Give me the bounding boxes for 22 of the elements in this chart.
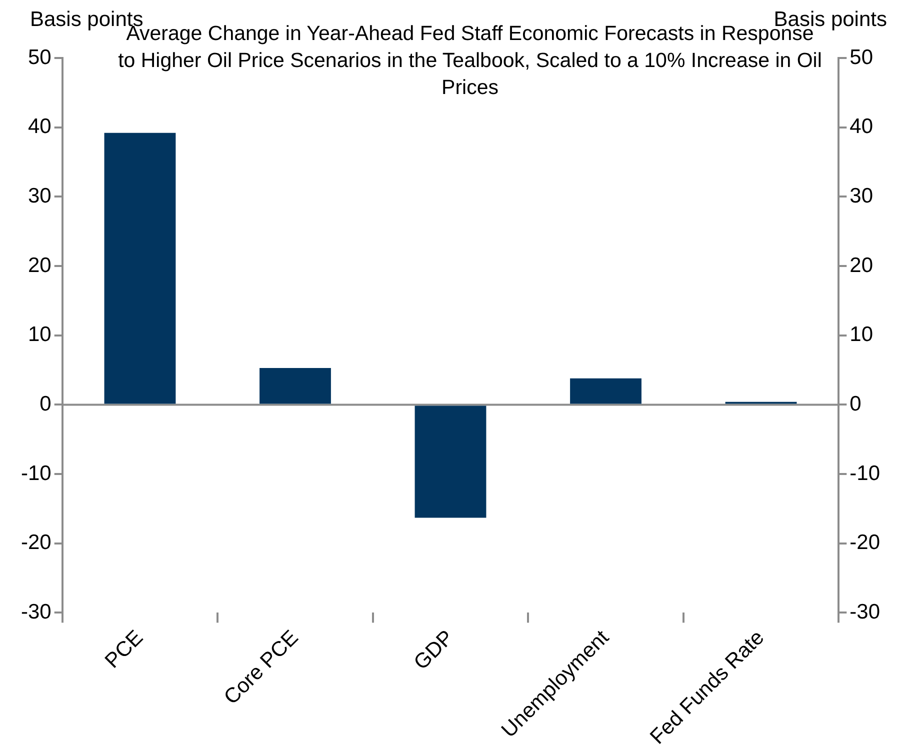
y2-tick-label: -20 [850,531,880,554]
bar [260,368,331,404]
bar [414,406,486,518]
y2-tick-label: 10 [850,323,874,346]
y-tick-label: -10 [20,462,52,485]
y2-tick-label: 30 [850,184,874,208]
y2-tick-label: 40 [850,115,874,138]
y-tick-label: -20 [20,531,52,554]
y-tick-label: 0 [40,392,52,416]
y2-tick-label: 0 [850,392,862,416]
y2-tick-label: 50 [850,46,874,69]
y-tick-label: 40 [28,115,52,138]
y-tick-label: 10 [28,323,52,346]
y2-tick-label: -10 [850,462,880,485]
bar [104,132,176,404]
y-tick-label: 20 [28,254,52,277]
y2-tick-label: 20 [850,254,874,277]
y-tick-label: -30 [20,600,52,624]
y2-tick-label: -30 [850,600,880,624]
y-tick-label: 50 [28,46,52,69]
y-tick-label: 30 [28,184,52,208]
bar [570,378,642,404]
